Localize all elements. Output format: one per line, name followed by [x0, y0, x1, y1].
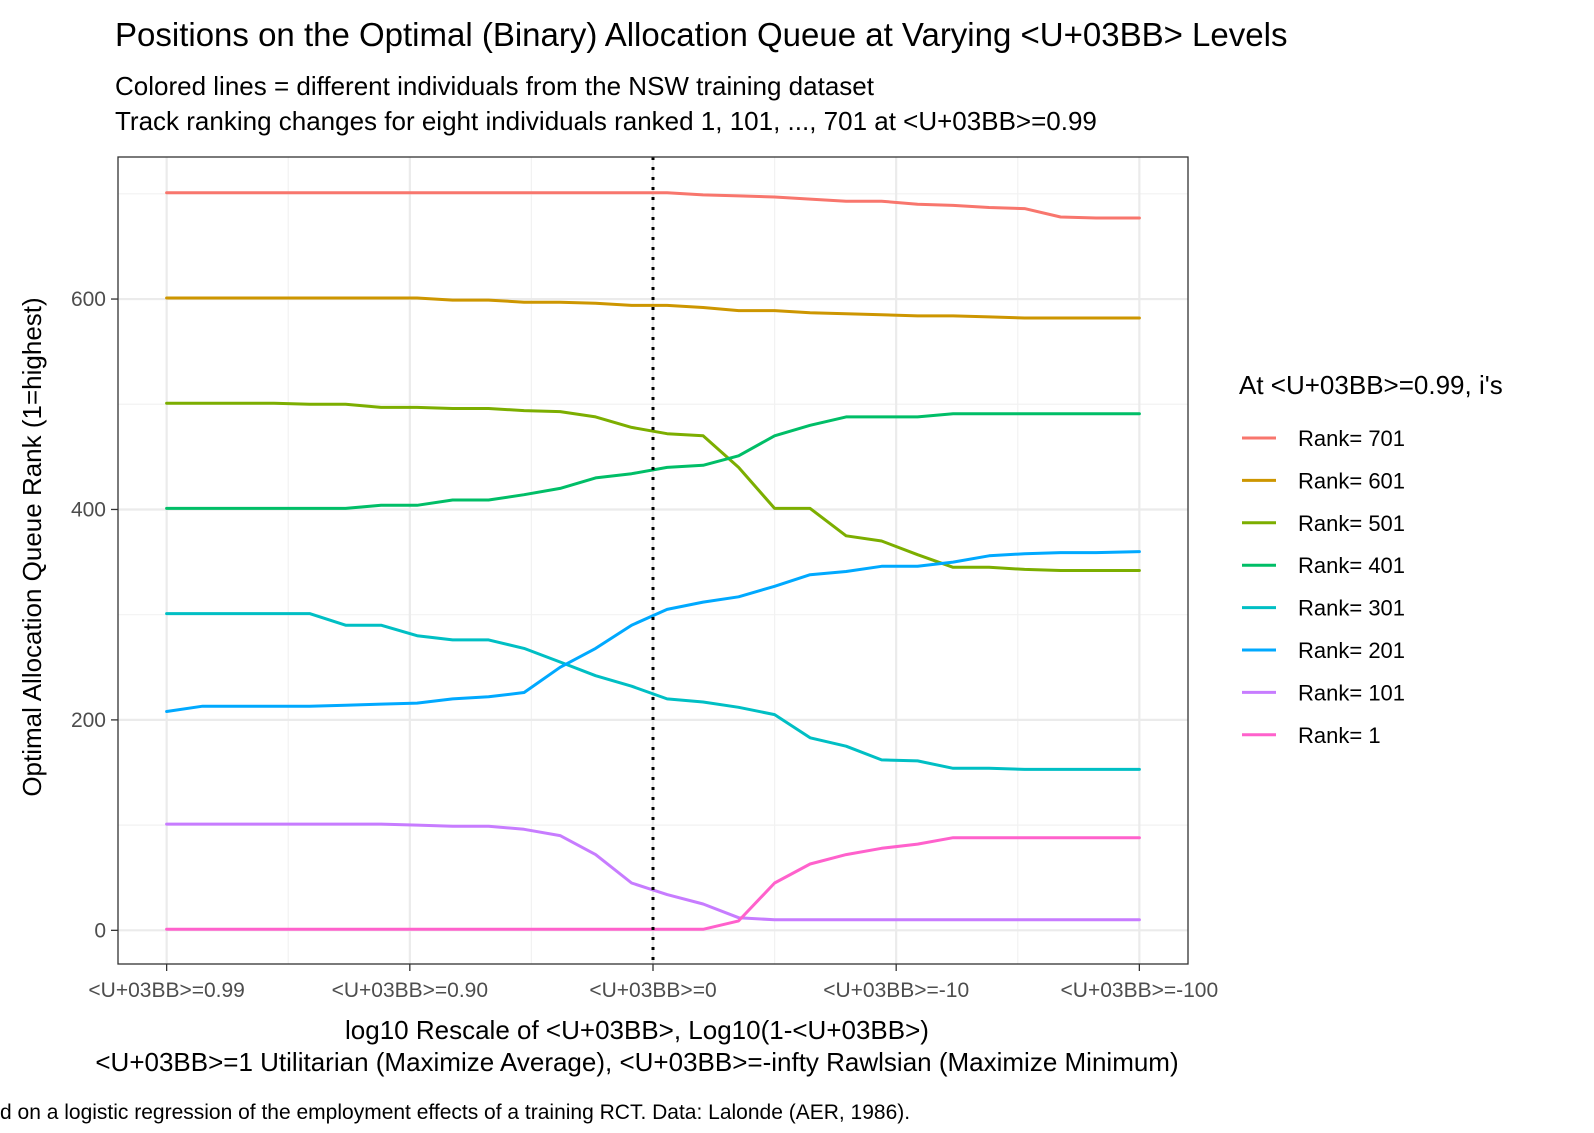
x-tick-label: <U+03BB>=0.99: [88, 979, 244, 1002]
legend-label: Rank= 301: [1298, 596, 1405, 621]
x-tick-label: <U+03BB>=-10: [823, 979, 969, 1002]
series-line-rank-601: [165, 296, 1141, 320]
x-axis-note: <U+03BB>=1 Utilitarian (Maximize Average…: [95, 1047, 1178, 1077]
x-tick-label: <U+03BB>=-100: [1061, 979, 1219, 1002]
plot-panel-border: [117, 156, 1189, 965]
y-tick-label: 0: [94, 919, 106, 942]
series-line-rank-1: [165, 836, 1141, 931]
series-line-rank-301: [165, 612, 1141, 771]
chart-title: Positions on the Optimal (Binary) Alloca…: [115, 16, 1287, 53]
series-line-rank-401: [165, 412, 1141, 510]
y-tick-label: 400: [71, 498, 106, 521]
series-lines: [165, 191, 1141, 931]
legend-label: Rank= 701: [1298, 426, 1405, 451]
legend-label: Rank= 501: [1298, 511, 1405, 536]
x-tick-label: <U+03BB>=0: [589, 979, 716, 1002]
series-line-rank-701: [165, 191, 1141, 220]
legend-label: Rank= 1: [1298, 723, 1381, 748]
legend-label: Rank= 101: [1298, 680, 1405, 705]
legend-label: Rank= 201: [1298, 638, 1405, 663]
y-tick-label: 600: [71, 288, 106, 311]
chart-subtitle-line-1: Colored lines = different individuals fr…: [115, 71, 875, 101]
series-line-rank-201: [165, 550, 1141, 713]
series-line-rank-101: [165, 822, 1141, 922]
chart-subtitle-line-2: Track ranking changes for eight individu…: [115, 106, 1097, 136]
x-tick-label: <U+03BB>=0.90: [332, 979, 488, 1002]
legend-label: Rank= 601: [1298, 468, 1405, 493]
legend: Rank= 701 Rank= 601 Rank= 501 Rank= 401 Rank…: [1242, 426, 1405, 748]
y-axis-title: Optimal Allocation Queue Rank (1=highest…: [17, 297, 47, 796]
y-tick-labels: 0 200 400 600: [71, 288, 118, 942]
chart-caption: d on a logistic regression of the employ…: [0, 1101, 910, 1124]
series-line-rank-501: [165, 401, 1141, 572]
y-tick-label: 200: [71, 709, 106, 732]
x-tick-labels: <U+03BB>=0.99 <U+03BB>=0.90 <U+03BB>=0 <U+0…: [88, 964, 1218, 1002]
legend-label: Rank= 401: [1298, 553, 1405, 578]
legend-title: At <U+03BB>=0.99, i's: [1239, 370, 1503, 400]
x-axis-title: log10 Rescale of <U+03BB>, Log10(1-<U+03…: [345, 1015, 929, 1045]
